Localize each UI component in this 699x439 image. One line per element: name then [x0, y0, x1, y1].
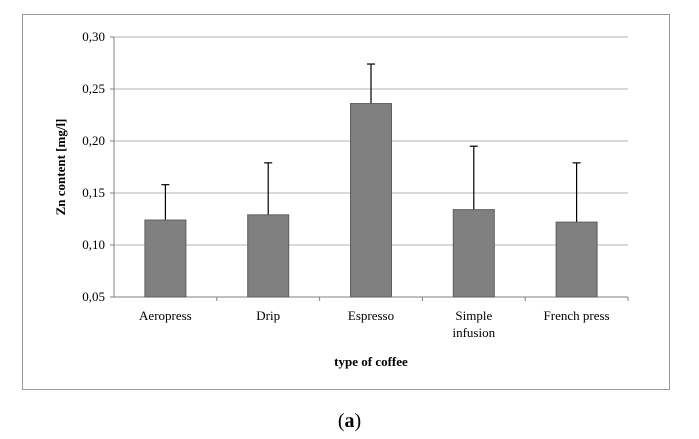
chart-area: 0,05 0,10 0,15 0,20 0,25 0,30 Aeropress Drip Esp… [22, 14, 670, 390]
bar-simple-infusion [452, 209, 495, 298]
y-tick-label: 0,15 [82, 185, 105, 200]
x-tick-label: Espresso [348, 308, 394, 323]
bar-espresso [350, 103, 392, 298]
x-tick-label: Aeropress [139, 308, 192, 323]
x-tick-label: French press [544, 308, 610, 323]
y-tick-label: 0,25 [82, 81, 105, 96]
x-tick-label: Drip [256, 308, 280, 323]
x-axis-title: type of coffee [334, 354, 408, 369]
bar-drip [247, 214, 290, 298]
bar-aeropress [144, 219, 187, 298]
y-tick-label: 0,05 [82, 289, 105, 304]
x-tick-label: Simple infusion [452, 308, 495, 340]
bar-chart: 0,05 0,10 0,15 0,20 0,25 0,30 Aeropress Drip Esp… [53, 29, 629, 369]
y-tick-label: 0,10 [82, 237, 105, 252]
caption-letter: a [344, 410, 355, 432]
y-tick-label: 0,20 [82, 133, 105, 148]
caption-open: ( [337, 410, 345, 432]
y-axis-title: Zn content [mg/l] [53, 119, 68, 216]
y-tick-label: 0,30 [82, 29, 105, 44]
caption-close: ) [354, 410, 362, 432]
figure-caption: (a) [0, 410, 699, 433]
bar-french-press [555, 221, 598, 298]
